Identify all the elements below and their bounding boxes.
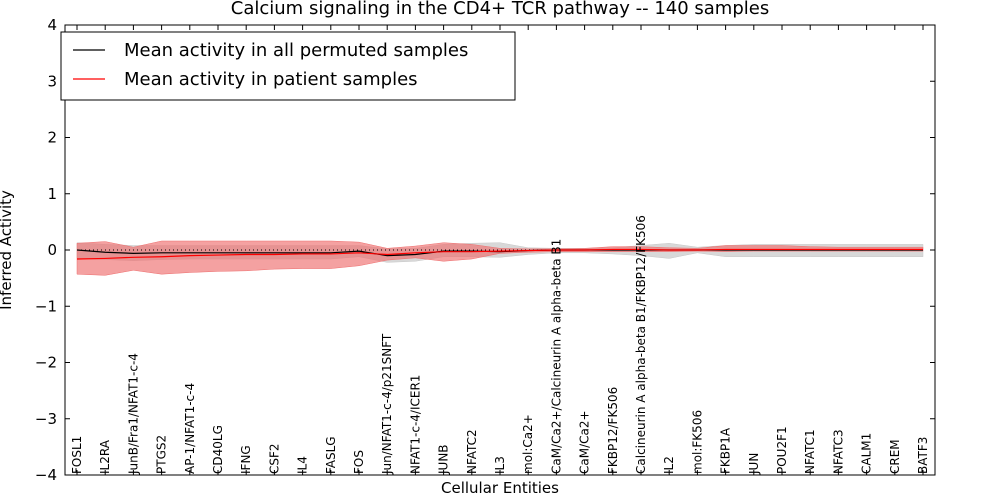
category-label: NFAT1-c-4/ICER1 [408, 375, 422, 474]
x-axis-label: Cellular Entities [441, 479, 559, 497]
category-label: BATF3 [916, 437, 930, 474]
y-tick-label: −3 [35, 410, 57, 428]
category-label: FOS [352, 450, 366, 474]
category-label: POU2F1 [775, 426, 789, 474]
category-label: AP-1/NFAT1-c-4 [183, 383, 197, 474]
category-label: IFNG [239, 445, 253, 474]
y-tick-label: −4 [35, 466, 57, 484]
category-label: FOSL1 [70, 436, 84, 474]
category-label: CaM/Ca2+ [578, 410, 592, 474]
category-label: Jun/NFAT1-c-4/p21SNFT [380, 333, 394, 475]
y-tick-label: 2 [47, 129, 57, 147]
category-label: CREM [888, 439, 902, 474]
category-label: FKBP1A [719, 427, 733, 474]
category-label: NFATC3 [831, 429, 845, 474]
category-label: IL2 [662, 456, 676, 474]
category-label: JUN [747, 453, 761, 475]
category-label: IL4 [296, 456, 310, 474]
category-label: Calcineurin A alpha-beta B1/FKBP12/FK506 [634, 215, 648, 474]
category-label: mol:Ca2+ [521, 414, 535, 474]
category-label: NFATC2 [465, 429, 479, 474]
category-label: mol:FK506 [690, 410, 704, 474]
category-label: FKBP12/FK506 [606, 387, 620, 474]
legend: Mean activity in all permuted samples Mea… [60, 31, 516, 101]
category-label: PTGS2 [155, 435, 169, 474]
y-axis-label: Inferred Activity [0, 190, 15, 310]
chart-title: Calcium signaling in the CD4+ TCR pathwa… [231, 0, 769, 19]
y-tick-label: −1 [35, 297, 57, 315]
y-tick-label: 3 [47, 72, 57, 90]
series-line-patient [76, 248, 923, 260]
y-tick-label: 0 [47, 241, 57, 259]
legend-frame [60, 31, 516, 101]
category-label: CaM/Ca2+/Calcineurin A alpha-beta B1 [549, 239, 563, 474]
category-label: IL3 [493, 456, 507, 474]
y-tick-label: −2 [35, 354, 57, 372]
category-label: JUNB [437, 444, 451, 475]
category-label: IL2RA [98, 439, 112, 474]
y-tick-label: 4 [47, 16, 57, 34]
category-label: JunB/Fra1/NFAT1-c-4 [126, 353, 140, 475]
category-label: CSF2 [267, 443, 281, 474]
legend-label: Mean activity in all permuted samples [124, 40, 468, 61]
category-label: CALM1 [860, 433, 874, 474]
category-label: FASLG [324, 436, 338, 474]
legend-label: Mean activity in patient samples [124, 69, 418, 90]
category-label: NFATC1 [803, 429, 817, 474]
category-label: CD40LG [211, 425, 225, 474]
y-tick-label: 1 [47, 185, 57, 203]
